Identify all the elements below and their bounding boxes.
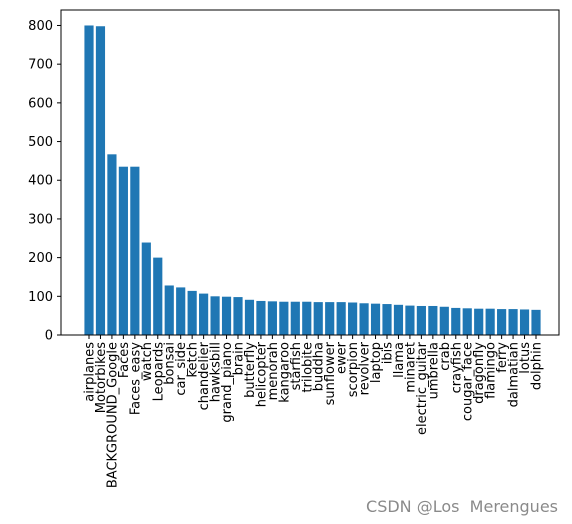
x-tick-label: watch bbox=[140, 342, 155, 381]
x-tick-label: ferry bbox=[495, 342, 510, 373]
x-tick-label: starfish bbox=[289, 342, 304, 390]
bar-bonsai bbox=[164, 285, 174, 335]
bar-llama bbox=[393, 304, 404, 335]
bar-menorah bbox=[267, 301, 277, 335]
x-tick-label: revolver bbox=[358, 341, 373, 395]
bar-lotus bbox=[519, 309, 530, 335]
bar-dalmatian bbox=[508, 309, 518, 335]
y-tick-label: 600 bbox=[28, 96, 53, 111]
bar-BACKGROUND_Google bbox=[107, 154, 117, 335]
bar-watch bbox=[141, 242, 151, 335]
x-tick-label: sunflower bbox=[323, 341, 338, 405]
x-tick-label: llama bbox=[392, 342, 407, 378]
x-tick-label: ketch bbox=[186, 342, 201, 378]
x-tick-label: grand_piano bbox=[220, 342, 235, 423]
x-tick-label: dragonfly bbox=[472, 342, 487, 404]
y-tick-label: 500 bbox=[28, 135, 53, 150]
bar-crayfish bbox=[451, 307, 461, 335]
x-tick-label: lotus bbox=[518, 342, 533, 374]
x-tick-label: helicopter bbox=[254, 341, 269, 407]
x-tick-label: hawksbill bbox=[209, 342, 224, 402]
x-tick-label: minaret bbox=[403, 342, 418, 393]
x-tick-label: Faces bbox=[117, 342, 132, 378]
bar-ketch bbox=[187, 290, 197, 335]
y-tick-label: 200 bbox=[28, 251, 53, 266]
x-axis: airplanesMotorbikesBACKGROUND_GoogleFace… bbox=[83, 335, 545, 488]
bar-sunflower bbox=[325, 302, 335, 335]
x-tick-label: trilobite bbox=[300, 342, 315, 393]
x-tick-label: airplanes bbox=[83, 342, 98, 402]
x-tick-label: BACKGROUND_Google bbox=[105, 342, 120, 488]
bar-ewer bbox=[336, 302, 346, 335]
bar-Faces_easy bbox=[130, 166, 140, 335]
bar-butterfly bbox=[244, 299, 255, 335]
x-tick-label: chandelier bbox=[197, 341, 212, 410]
x-tick-label: crab bbox=[438, 342, 453, 371]
bar-dolphin bbox=[531, 309, 541, 335]
x-tick-label: dolphin bbox=[530, 342, 545, 390]
bar-airplanes bbox=[84, 25, 94, 335]
x-tick-label: Faces_easy bbox=[128, 342, 143, 415]
bar-flamingo bbox=[485, 308, 495, 335]
bar-electric_guitar bbox=[416, 305, 426, 335]
y-tick-label: 700 bbox=[28, 58, 53, 73]
bar-umbrella bbox=[428, 305, 438, 335]
y-tick-label: 300 bbox=[28, 212, 53, 227]
bar-crab bbox=[439, 306, 449, 335]
plot-frame bbox=[60, 9, 560, 336]
bar-scorpion bbox=[348, 302, 358, 335]
bar-dragonfly bbox=[474, 308, 484, 335]
x-tick-label: ibis bbox=[381, 342, 396, 364]
bar-laptop bbox=[370, 303, 381, 335]
bar-trilobite bbox=[302, 301, 312, 335]
bars-group bbox=[84, 25, 541, 335]
x-tick-label: scorpion bbox=[346, 342, 361, 397]
bar-Leopards bbox=[153, 257, 163, 335]
bar-car_side bbox=[176, 287, 186, 335]
x-tick-label: electric_guitar bbox=[415, 341, 430, 435]
bar-brain bbox=[233, 297, 243, 335]
x-tick-label: cougar_face bbox=[461, 342, 476, 421]
x-tick-label: ewer bbox=[335, 341, 350, 374]
x-tick-label: car_side bbox=[174, 342, 189, 396]
y-tick-label: 400 bbox=[28, 174, 53, 189]
x-tick-label: crayfish bbox=[449, 342, 464, 393]
x-tick-label: Leopards bbox=[151, 342, 166, 402]
bar-ferry bbox=[497, 309, 507, 335]
bar-helicopter bbox=[256, 300, 266, 335]
x-tick-label: bonsai bbox=[163, 342, 178, 385]
x-tick-label: dalmatian bbox=[507, 342, 522, 407]
x-tick-label: kangaroo bbox=[277, 342, 292, 403]
bar-chandelier bbox=[199, 293, 209, 335]
y-tick-label: 800 bbox=[28, 19, 53, 34]
bar-hawksbill bbox=[210, 296, 220, 335]
x-tick-label: flamingo bbox=[484, 342, 499, 399]
bar-buddha bbox=[313, 302, 323, 335]
bar-grand_piano bbox=[221, 296, 232, 335]
bar-starfish bbox=[290, 301, 300, 335]
x-tick-label: umbrella bbox=[426, 342, 441, 399]
bar-revolver bbox=[359, 303, 369, 335]
bar-ibis bbox=[382, 304, 392, 335]
x-tick-label: Motorbikes bbox=[94, 342, 109, 413]
y-tick-label: 0 bbox=[45, 329, 53, 344]
x-tick-label: laptop bbox=[369, 342, 384, 383]
y-axis: 0 100 200 300 400 500 600 700 800 bbox=[28, 19, 61, 344]
bar-kangaroo bbox=[279, 301, 289, 335]
bar-Faces bbox=[118, 166, 128, 335]
bar-Motorbikes bbox=[95, 26, 106, 335]
watermark-text: CSDN @Los Merengues bbox=[366, 497, 558, 516]
x-tick-label: menorah bbox=[266, 342, 281, 400]
bar-minaret bbox=[405, 305, 415, 335]
x-tick-label: buddha bbox=[312, 342, 327, 391]
y-tick-label: 100 bbox=[28, 290, 53, 305]
x-tick-label: brain bbox=[232, 342, 247, 375]
bar-cougar_face bbox=[462, 308, 472, 335]
x-tick-label: butterfly bbox=[243, 342, 258, 398]
